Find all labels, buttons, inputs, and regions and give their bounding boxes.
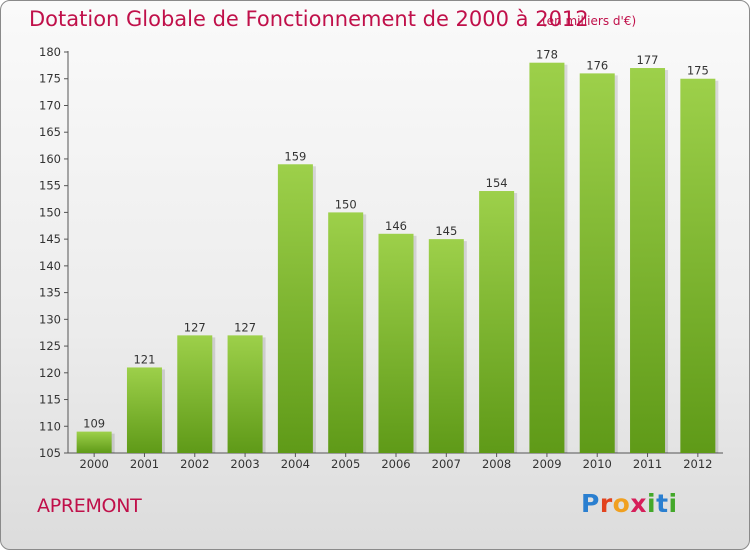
- x-tick-label: 2000: [80, 457, 109, 471]
- x-tick-label: 2005: [331, 457, 360, 471]
- x-tick-label: 2007: [432, 457, 461, 471]
- bar: [76, 431, 112, 453]
- x-tick-label: 2002: [180, 457, 209, 471]
- data-label: 178: [536, 48, 558, 62]
- x-tick-label: 2011: [633, 457, 662, 471]
- x-tick-label: 2003: [230, 457, 259, 471]
- y-tick-label: 145: [39, 232, 61, 246]
- bar: [328, 212, 364, 453]
- y-tick-label: 175: [39, 72, 61, 86]
- chart-unit: (en milliers d'€): [542, 14, 637, 28]
- y-tick-label: 105: [39, 446, 61, 460]
- data-label: 175: [687, 64, 709, 78]
- data-label: 159: [284, 149, 306, 163]
- y-tick-label: 125: [39, 339, 61, 353]
- bar: [126, 367, 162, 453]
- y-tick-label: 115: [39, 393, 61, 407]
- y-tick-label: 160: [39, 152, 61, 166]
- y-tick-label: 155: [39, 179, 61, 193]
- x-tick-label: 2004: [281, 457, 310, 471]
- bars: [76, 62, 719, 454]
- data-label: 127: [234, 320, 256, 334]
- bar: [227, 335, 263, 453]
- y-tick-label: 180: [39, 45, 61, 59]
- logo-letter: i: [668, 489, 678, 518]
- y-axis: 105 110 115 120 125 130 135 140 145 150 155 160 165 1…: [39, 45, 69, 460]
- y-tick-label: 110: [39, 419, 61, 433]
- proxiti-logo[interactable]: Proxiti: [581, 489, 678, 518]
- commune-name: APREMONT: [37, 495, 142, 517]
- data-label: 176: [586, 58, 608, 72]
- data-label: 177: [637, 53, 659, 67]
- y-tick-label: 150: [39, 205, 61, 219]
- y-tick-label: 140: [39, 259, 61, 273]
- logo-letter: x: [630, 489, 647, 518]
- data-label: 121: [133, 352, 155, 366]
- logo-letter: P: [581, 489, 600, 518]
- bar: [630, 68, 666, 453]
- data-label: 146: [385, 219, 407, 233]
- bar: [529, 62, 565, 454]
- data-label: 127: [184, 320, 206, 334]
- data-label: 154: [486, 176, 508, 190]
- x-tick-label: 2008: [482, 457, 511, 471]
- logo-letter: i: [647, 489, 657, 518]
- bar: [579, 73, 615, 454]
- data-label: 109: [83, 417, 105, 431]
- y-tick-label: 130: [39, 312, 61, 326]
- y-tick-label: 170: [39, 98, 61, 112]
- logo-letter: t: [656, 489, 669, 518]
- x-axis: 2000 2001 2002 2003 2004 2005 2006 2007 2008 2009…: [68, 452, 723, 471]
- x-tick-label: 2010: [583, 457, 612, 471]
- logo-letter: r: [599, 489, 613, 518]
- y-tick-label: 165: [39, 125, 61, 139]
- x-tick-label: 2009: [532, 457, 561, 471]
- data-label: 150: [335, 197, 357, 211]
- logo-letter: o: [612, 489, 631, 518]
- data-label: 145: [435, 224, 457, 238]
- bar: [479, 191, 515, 453]
- bar: [378, 233, 414, 453]
- x-tick-label: 2001: [130, 457, 159, 471]
- chart-title: Dotation Globale de Fonctionnement de 20…: [29, 7, 589, 31]
- x-tick-label: 2012: [683, 457, 712, 471]
- x-tick-label: 2006: [381, 457, 410, 471]
- y-tick-label: 120: [39, 366, 61, 380]
- bar: [428, 239, 464, 453]
- bar: [680, 78, 716, 453]
- bar: [177, 335, 213, 453]
- data-labels: 109 121 127 127 159 150 146 145 154 178 176 177 175: [83, 48, 709, 431]
- bar: [277, 164, 313, 453]
- y-tick-label: 135: [39, 286, 61, 300]
